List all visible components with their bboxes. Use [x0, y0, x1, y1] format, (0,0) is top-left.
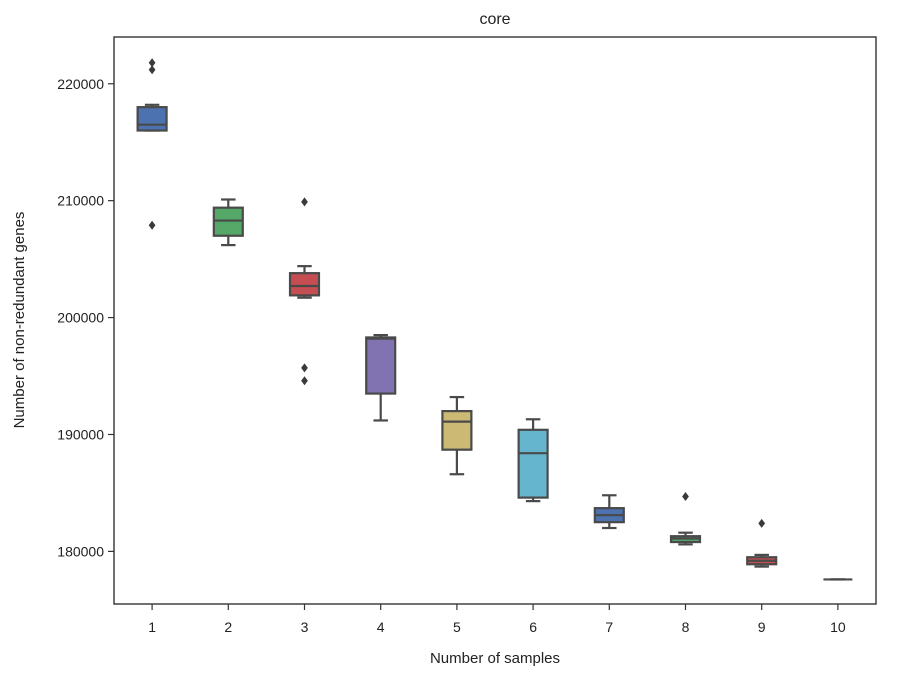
- plot-area: [136, 58, 853, 581]
- x-tick-label: 7: [605, 619, 613, 635]
- box-group-5: [441, 395, 473, 476]
- box-iqr: [441, 410, 473, 451]
- box-iqr: [212, 206, 244, 237]
- outlier-point: [148, 220, 156, 230]
- axis-ticks: 180000 190000 200000 210000 220000 1 2 3 4 5 6 7 8 9 1…: [57, 76, 846, 635]
- y-tick-label: 190000: [57, 426, 104, 442]
- x-tick-label: 5: [453, 619, 461, 635]
- y-tick-label: 220000: [57, 76, 104, 92]
- x-axis-label: Number of samples: [430, 650, 560, 667]
- x-tick-label: 6: [529, 619, 537, 635]
- plot-frame: [113, 36, 877, 605]
- y-tick-label: 210000: [57, 193, 104, 209]
- chart-title: core: [479, 11, 510, 28]
- y-axis-label: Number of non-redundant genes: [11, 212, 28, 429]
- x-tick-label: 9: [758, 619, 766, 635]
- outlier-point: [148, 65, 156, 75]
- box-group-6: [517, 418, 549, 503]
- outlier-point: [301, 363, 308, 373]
- y-tick-label: 180000: [57, 543, 104, 559]
- box-group-7: [593, 494, 625, 530]
- outlier-point: [301, 376, 308, 386]
- box-group-3: [288, 197, 321, 386]
- box-iqr: [136, 106, 168, 132]
- x-tick-label: 2: [224, 619, 232, 635]
- box-group-2: [212, 198, 244, 247]
- box-iqr: [365, 336, 397, 395]
- box-group-1: [136, 58, 168, 230]
- outlier-point: [758, 518, 766, 528]
- y-tick-label: 200000: [57, 310, 104, 326]
- outlier-point: [301, 197, 308, 207]
- x-tick-label: 4: [377, 619, 385, 635]
- x-tick-label: 10: [830, 619, 846, 635]
- outlier-point: [148, 58, 156, 68]
- box-group-9: [746, 518, 778, 568]
- outlier-point: [682, 491, 689, 501]
- box-group-8: [669, 491, 702, 546]
- x-tick-label: 3: [301, 619, 309, 635]
- box-iqr: [517, 428, 549, 499]
- x-tick-label: 8: [682, 619, 690, 635]
- x-tick-label: 1: [148, 619, 156, 635]
- box-iqr: [288, 272, 321, 297]
- box-group-4: [365, 334, 397, 422]
